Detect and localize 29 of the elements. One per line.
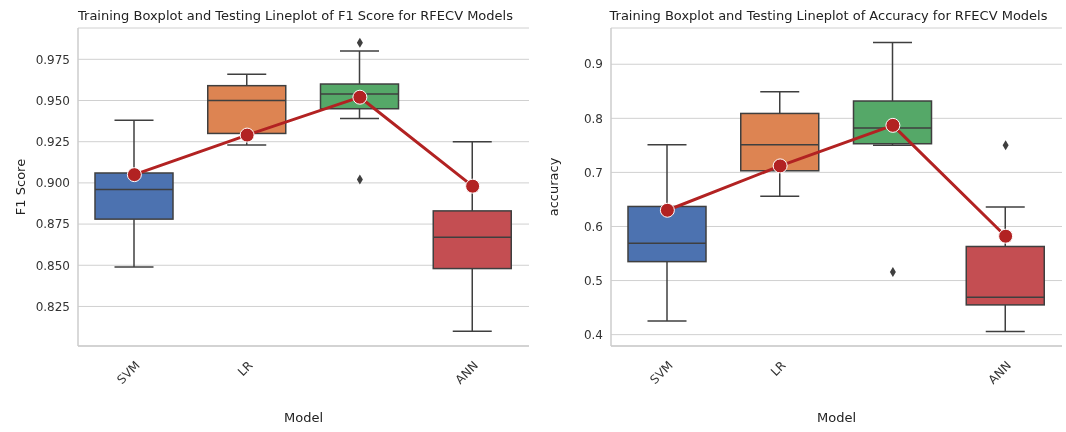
y-tick-label: 0.8	[583, 111, 603, 126]
point	[772, 158, 788, 174]
y-tick-label: 0.850	[35, 258, 70, 273]
x-axis-title: Model	[283, 410, 324, 425]
point	[239, 127, 255, 143]
x-axis-title: Model	[816, 410, 857, 425]
x-tick-label: LR	[234, 358, 256, 379]
y-tick-label: 0.925	[35, 134, 70, 149]
point	[465, 178, 481, 194]
y-axis-title: F1 Score	[12, 158, 28, 216]
chart-title: Training Boxplot and Testing Lineplot of F1 Score for RFECV Models	[77, 8, 514, 25]
y-tick-label: 0.7	[583, 165, 603, 180]
point	[126, 167, 142, 183]
y-tick-label: 0.825	[35, 299, 70, 314]
point	[659, 202, 675, 218]
y-tick-label: 0.975	[35, 52, 70, 67]
y-tick-label: 0.6	[583, 219, 603, 234]
y-tick-label: 0.900	[35, 176, 70, 191]
point	[885, 117, 901, 133]
y-tick-label: 0.875	[35, 217, 70, 232]
point	[352, 89, 368, 105]
y-tick-label: 0.9	[583, 57, 603, 72]
x-tick-label: LR	[767, 358, 789, 379]
y-tick-label: 0.5	[583, 273, 603, 288]
y-tick-label: 0.950	[35, 93, 70, 108]
chart-title: Training Boxplot and Testing Lineplot of Accuracy for RFECV Models	[608, 8, 1049, 25]
point	[998, 228, 1014, 244]
y-axis-title: accuracy	[545, 157, 561, 217]
y-tick-label: 0.4	[583, 327, 603, 342]
